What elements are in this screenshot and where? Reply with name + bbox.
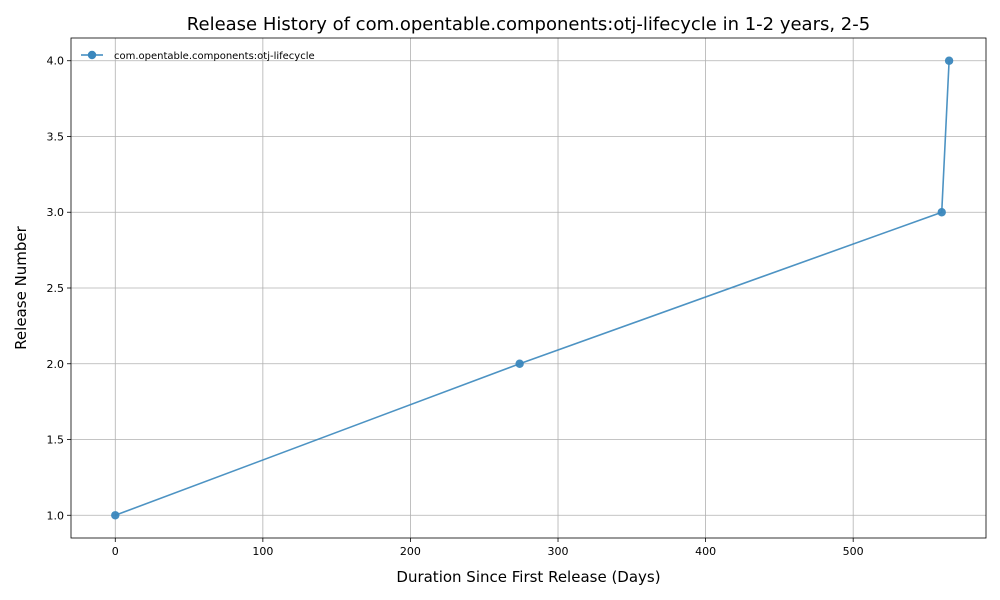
y-tick-label: 3.0: [47, 206, 65, 219]
x-axis-label: Duration Since First Release (Days): [396, 568, 660, 586]
x-tick-label: 0: [112, 545, 119, 558]
data-point: [111, 511, 120, 520]
legend-label: com.opentable.components:otj-lifecycle: [114, 51, 315, 62]
data-point: [944, 56, 954, 65]
x-tick-label: 400: [695, 545, 716, 558]
x-tick-label: 100: [252, 545, 273, 558]
chart-title: Release History of com.opentable.compone…: [187, 14, 870, 35]
legend-marker: [87, 50, 97, 60]
y-axis-label: Release Number: [12, 225, 30, 349]
series-line: [114, 60, 950, 517]
ticks: 0 100 200 300 400 500 1.0 1.5 2.0 2.5 3.0 3.5 4.0: [47, 55, 864, 558]
y-tick-label: 2.0: [47, 358, 65, 371]
y-tick-label: 1.5: [47, 434, 65, 447]
y-tick-label: 4.0: [47, 55, 65, 68]
x-tick-label: 500: [843, 545, 864, 558]
series-layer: [111, 56, 954, 520]
grid: [71, 38, 986, 538]
x-tick-label: 200: [400, 545, 421, 558]
data-point: [515, 359, 524, 368]
data-point: [937, 208, 946, 217]
y-tick-label: 1.0: [47, 509, 65, 522]
x-tick-label: 300: [548, 545, 569, 558]
y-tick-label: 2.5: [47, 282, 65, 295]
legend: com.opentable.components:otj-lifecycle: [81, 50, 315, 62]
y-tick-label: 3.5: [47, 130, 65, 143]
